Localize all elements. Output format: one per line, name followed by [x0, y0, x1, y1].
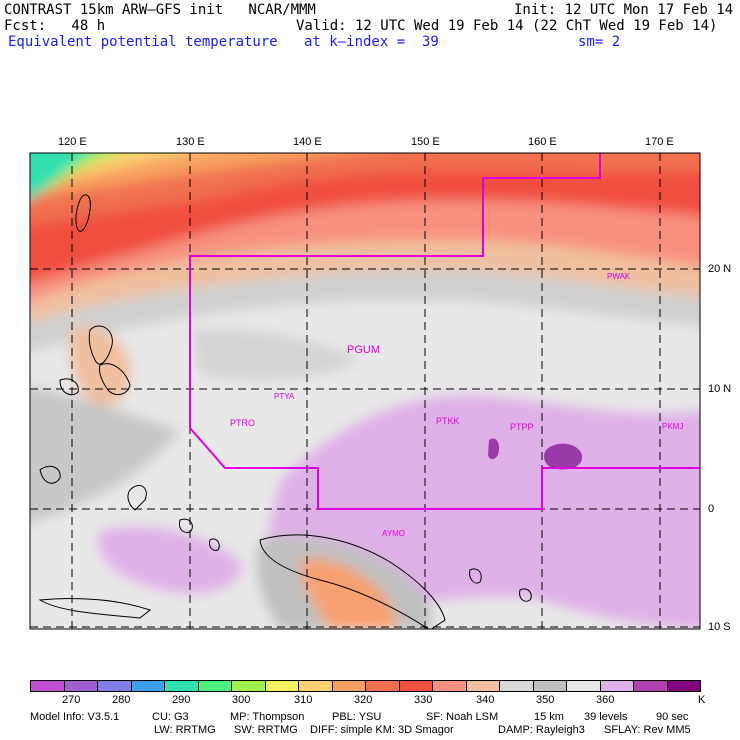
station-ptkk: PTKK [436, 416, 460, 426]
model-version: Model Info: V3.5.1 [30, 711, 120, 723]
diffusion-scheme: DIFF: simple KM: 3D Smagor [310, 724, 454, 736]
lat-label-0: 0 [708, 503, 715, 515]
colorbar-swatch [398, 680, 433, 692]
forecast-hour: Fcst: 48 h [4, 18, 106, 34]
colorbar-swatch [30, 680, 64, 692]
colorbar-label-270: 270 [62, 694, 81, 706]
smoothing: sm= 2 [578, 34, 621, 50]
colorbar-swatch [365, 680, 399, 692]
colorbar-label-350: 350 [536, 694, 555, 706]
surface-scheme: SF: Noah LSM [426, 711, 499, 723]
damping-scheme: DAMP: Rayleigh3 [498, 724, 585, 736]
colorbar-label-300: 300 [232, 694, 251, 706]
lat-label-10n: 10 N [708, 383, 732, 395]
colorbar-swatch [465, 680, 500, 692]
lon-label-130e: 130 E [176, 136, 205, 148]
colorbar-label-310: 310 [294, 694, 313, 706]
lat-label-10s: 10 S [708, 621, 731, 633]
field-name: Equivalent potential temperature [8, 34, 278, 50]
colorbar-swatch [599, 680, 634, 692]
colorbar-label-280: 280 [112, 694, 131, 706]
colorbar-edge [700, 680, 701, 692]
colorbar-label-290: 290 [172, 694, 191, 706]
grid-spacing: 15 km [534, 711, 564, 723]
colorbar-swatch [566, 680, 600, 692]
colorbar-swatch [164, 680, 198, 692]
colorbar-swatch [264, 680, 299, 692]
colorbar-swatch [298, 680, 332, 692]
region-boundary [189, 153, 700, 510]
colorbar-label-360: 360 [596, 694, 615, 706]
colorbar-label-340: 340 [476, 694, 495, 706]
lat-label-20n: 20 N [708, 263, 732, 275]
cumulus-scheme: CU: G3 [152, 711, 189, 723]
lon-label-140e: 140 E [293, 136, 322, 148]
station-aymo: AYMO [382, 529, 405, 538]
colorbar-swatch [331, 680, 366, 692]
map-frame [29, 152, 701, 630]
colorbar-swatch [532, 680, 567, 692]
coastlines [38, 194, 532, 629]
longwave-scheme: LW: RRTMG [154, 724, 216, 736]
lon-label-120e: 120 E [58, 136, 87, 148]
colorbar-swatch [499, 680, 533, 692]
station-ptya: PTYA [274, 392, 295, 401]
colorbar-swatch [231, 680, 265, 692]
level-index: at k—index = 39 [304, 34, 439, 50]
station-pgum: PGUM [347, 344, 380, 356]
colorbar-swatch [633, 680, 667, 692]
lon-label-160e: 160 E [528, 136, 557, 148]
microphysics-scheme: MP: Thompson [230, 711, 305, 723]
station-pkmj: PKMJ [662, 422, 684, 431]
colorbar-swatch [666, 680, 701, 692]
station-pwak: PWAK [607, 272, 631, 281]
colorbar-label-330: 330 [414, 694, 433, 706]
colorbar-label-320: 320 [354, 694, 373, 706]
init-time: Init: 12 UTC Mon 17 Feb 14 [514, 2, 734, 18]
colorbar-swatch [130, 680, 165, 692]
lon-label-170e: 170 E [645, 136, 674, 148]
high-theta-e-cell [544, 443, 583, 470]
pbl-scheme: PBL: YSU [332, 711, 382, 723]
colorbar-swatch [197, 680, 232, 692]
colorbar-unit: K [698, 694, 706, 706]
colorbar-swatch [432, 680, 466, 692]
station-ptpp: PTPP [510, 422, 534, 432]
lon-label-150e: 150 E [411, 136, 440, 148]
model-title: CONTRAST 15km ARW—GFS init NCAR/MMM [4, 2, 316, 18]
station-ptro: PTRO [230, 418, 256, 428]
theta-e-field [30, 153, 700, 629]
graticule [30, 153, 700, 629]
valid-time: Valid: 12 UTC Wed 19 Feb 14 (22 ChT Wed … [296, 18, 718, 34]
vertical-levels: 39 levels [584, 711, 628, 723]
time-step: 90 sec [656, 711, 689, 723]
shortwave-scheme: SW: RRTMG [234, 724, 298, 736]
surface-layer-scheme: SFLAY: Rev MM5 [604, 724, 691, 736]
colorbar-swatch [97, 680, 131, 692]
colorbar-swatch [63, 680, 98, 692]
